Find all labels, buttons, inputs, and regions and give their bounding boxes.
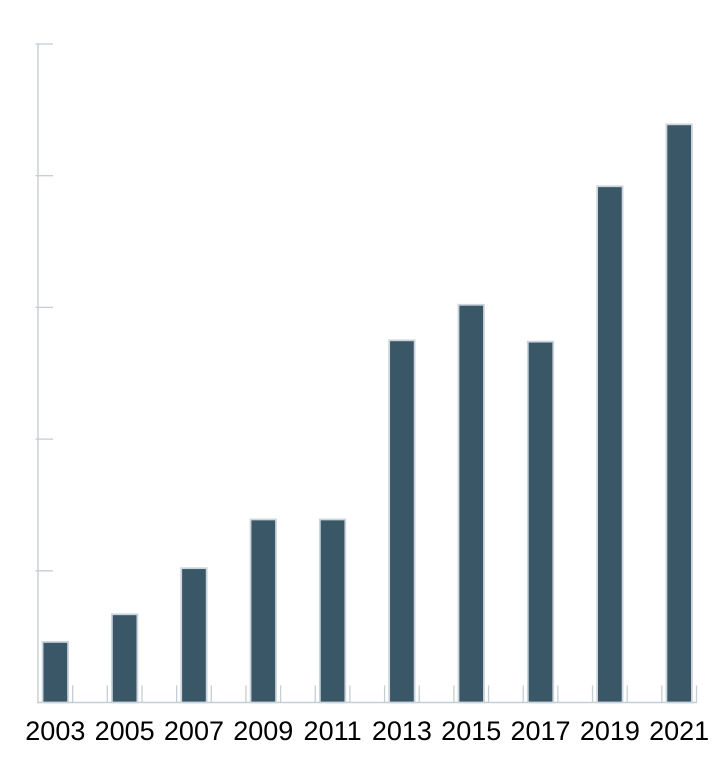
bar-2021 bbox=[665, 123, 693, 704]
x-axis-label-2015: 2015 bbox=[441, 716, 501, 746]
x-axis-label-2019: 2019 bbox=[580, 716, 640, 746]
x-axis-label-2005: 2005 bbox=[95, 716, 155, 746]
bar-2019 bbox=[596, 185, 624, 704]
x-axis-label-2003: 2003 bbox=[25, 716, 85, 746]
bar-2009 bbox=[249, 518, 277, 704]
bars bbox=[41, 123, 693, 704]
x-axis-label-2007: 2007 bbox=[164, 716, 224, 746]
x-axis-label-2013: 2013 bbox=[372, 716, 432, 746]
x-axis-label-2017: 2017 bbox=[511, 716, 571, 746]
bar-2013 bbox=[388, 339, 416, 704]
x-axis-ticks bbox=[72, 685, 698, 703]
x-axis-labels: 2003 2005 2007 2009 2011 2013 2015 2017 2019 2021 bbox=[25, 716, 709, 746]
bar-2003 bbox=[41, 641, 69, 704]
bar-2005 bbox=[110, 613, 139, 704]
bar-2017 bbox=[526, 340, 555, 704]
x-axis-label-2021: 2021 bbox=[649, 716, 709, 746]
bar-2011 bbox=[318, 518, 347, 704]
x-axis-label-2009: 2009 bbox=[233, 716, 293, 746]
bar-2015 bbox=[457, 303, 485, 704]
x-axis-label-2011: 2011 bbox=[304, 716, 362, 746]
bar-2007 bbox=[180, 567, 208, 704]
